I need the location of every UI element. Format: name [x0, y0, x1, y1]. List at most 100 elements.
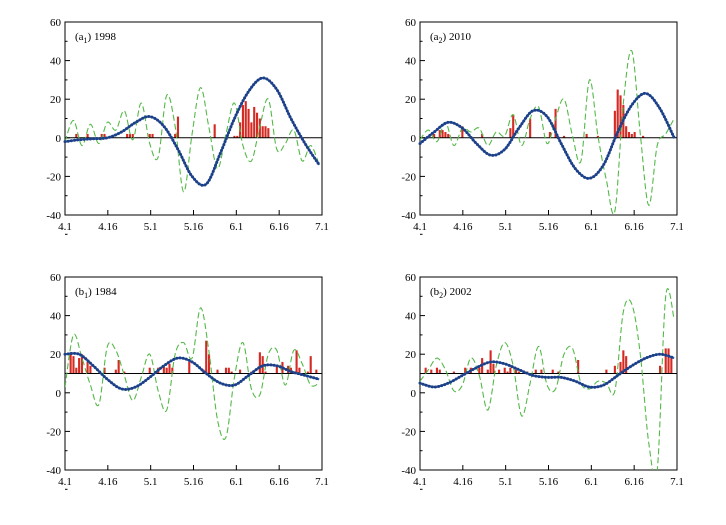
smooth-series-point — [598, 168, 602, 172]
smooth-series-point — [562, 376, 566, 380]
smooth-series-point — [281, 100, 285, 104]
bar — [514, 369, 518, 374]
smooth-series-point — [592, 175, 596, 179]
smooth-series-point — [127, 125, 131, 129]
bar — [452, 371, 455, 374]
bar — [275, 365, 278, 374]
smooth-series-point — [596, 170, 600, 174]
smooth-series-point — [467, 133, 471, 137]
x-tick-label: 5.16 — [184, 221, 204, 233]
smooth-series-point — [195, 364, 199, 368]
bar — [255, 112, 259, 138]
smooth-series-point — [485, 151, 489, 155]
y-tick-label: 20 — [50, 349, 62, 361]
bar — [241, 104, 244, 138]
smooth-series-point — [233, 116, 237, 120]
smooth-series-point — [119, 130, 123, 134]
smooth-series-point — [568, 159, 572, 163]
smooth-series-point — [513, 366, 517, 370]
smooth-series-point — [254, 368, 258, 372]
smooth-series-point — [274, 86, 278, 90]
bar — [664, 348, 667, 374]
smooth-series-point — [293, 123, 297, 127]
smooth-series-point — [113, 133, 117, 137]
smooth-series-point — [235, 110, 239, 114]
smooth-series-point — [670, 355, 674, 359]
smooth-series-point — [589, 176, 593, 180]
smooth-series-point — [615, 374, 619, 378]
y-tick-label: 60 — [405, 272, 417, 284]
smooth-series-point — [530, 109, 534, 113]
bar — [658, 365, 662, 374]
smooth-series-point — [230, 383, 234, 387]
smooth-series-point — [200, 183, 204, 187]
bar — [103, 133, 106, 138]
bar — [605, 369, 608, 374]
smooth-series-point — [480, 147, 484, 151]
smooth-series-point — [290, 118, 294, 122]
smooth-series-point — [306, 374, 310, 378]
smooth-series-point — [502, 148, 506, 152]
smooth-series-point — [425, 135, 429, 139]
smooth-series-point — [623, 368, 627, 372]
smooth-series-point — [471, 368, 475, 372]
smooth-series-point — [421, 382, 425, 386]
bar — [622, 350, 625, 374]
bar — [165, 367, 168, 374]
x-tick-label: 6.1 — [229, 476, 243, 488]
smooth-series-point — [433, 385, 437, 389]
smooth-series-point — [216, 157, 220, 161]
smooth-series-point — [610, 145, 614, 149]
smooth-series-point — [135, 119, 139, 123]
smooth-series-point — [139, 382, 143, 386]
smooth-series-point — [228, 128, 232, 132]
smooth-series-point — [430, 131, 434, 135]
smooth-series-point — [625, 110, 629, 114]
smooth-series-point — [474, 366, 478, 370]
smooth-series-point — [500, 150, 504, 154]
bar — [117, 359, 120, 374]
smooth-series-point — [602, 162, 606, 166]
smooth-series-point — [564, 150, 568, 154]
smooth-series-point — [66, 139, 70, 143]
dashed-series-line — [420, 50, 675, 215]
bar — [512, 114, 515, 138]
smooth-series-point — [316, 161, 320, 165]
smooth-series-point — [639, 93, 643, 97]
smooth-series-point — [613, 136, 617, 140]
smooth-series-point — [614, 133, 618, 137]
smooth-series-point — [460, 126, 464, 130]
smooth-series-point — [566, 377, 570, 381]
smooth-series-point — [516, 127, 520, 131]
smooth-series-point — [519, 369, 523, 373]
smooth-series-point — [437, 384, 441, 388]
smooth-series-point — [244, 93, 248, 97]
smooth-series-point — [79, 353, 83, 357]
smooth-series-point — [580, 383, 584, 387]
smooth-series-point — [608, 148, 612, 152]
smooth-series-point — [158, 120, 162, 124]
smooth-series-point — [299, 372, 303, 376]
smooth-series-point — [151, 373, 155, 377]
smooth-series-point — [168, 133, 172, 137]
smooth-series-point — [558, 139, 562, 143]
smooth-series-point — [291, 120, 295, 124]
panel-label-year: ) 2002 — [443, 286, 471, 298]
smooth-series-point — [117, 386, 121, 390]
smooth-series-point — [438, 125, 442, 129]
bar — [596, 135, 599, 138]
smooth-series-point — [164, 127, 168, 131]
smooth-series-point — [543, 375, 547, 379]
smooth-series-point — [668, 126, 672, 130]
smooth-series-point — [628, 365, 632, 369]
smooth-series-point — [307, 148, 311, 152]
y-tick-label: 40 — [405, 311, 417, 323]
x-tick-label: 4.16 — [453, 221, 473, 233]
smooth-series-point — [283, 103, 287, 107]
smooth-series-point — [287, 369, 291, 373]
bar — [128, 133, 132, 138]
smooth-series-point — [463, 372, 467, 376]
smooth-series-point — [515, 130, 519, 134]
smooth-series-point — [559, 375, 563, 379]
smooth-series-point — [205, 181, 209, 185]
